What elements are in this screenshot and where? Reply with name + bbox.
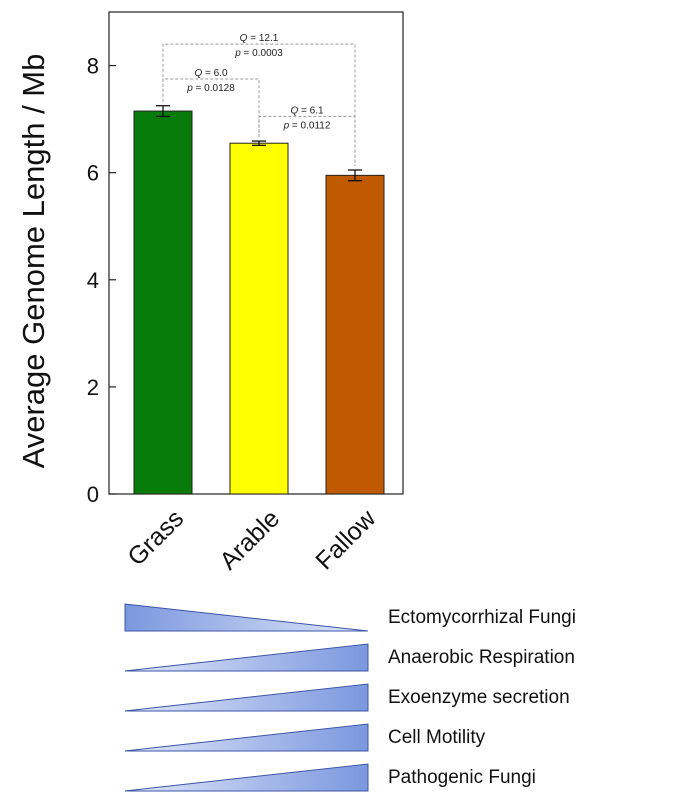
trend-row: Pathogenic Fungi	[0, 763, 677, 797]
p-value-label: p = 0.0112	[283, 120, 331, 131]
x-tick-label-grass: Grass	[122, 504, 189, 571]
y-tick-label: 4	[87, 268, 99, 293]
significance-bracket	[162, 78, 260, 138]
x-tick-label-fallow: Fallow	[310, 504, 382, 576]
bar-grass	[133, 110, 193, 495]
bar-chart: 0 2 4 6 8 Average Genome Length / Mb Grass Arab…	[16, 11, 404, 576]
trend-row: Cell Motility	[0, 723, 677, 757]
trend-wedge-increasing	[124, 723, 369, 752]
bar-arable	[229, 142, 289, 495]
p-value-label: p = 0.0128	[186, 83, 235, 94]
q-statistic-label: Q = 6.0	[194, 68, 228, 79]
trend-label: Pathogenic Fungi	[388, 767, 536, 788]
x-tick-label-arable: Arable	[214, 504, 285, 575]
y-tick-label: 2	[87, 375, 99, 400]
significance-bracket	[162, 43, 356, 166]
trend-wedge-increasing	[124, 763, 369, 792]
trend-row: Anaerobic Respiration	[0, 643, 677, 677]
trend-row: Exoenzyme secretion	[0, 683, 677, 717]
trend-label: Cell Motility	[388, 727, 486, 748]
trend-wedge-increasing	[124, 683, 369, 712]
p-value-label: p = 0.0003	[234, 48, 283, 59]
trend-wedge-decreasing	[124, 603, 369, 632]
q-statistic-label: Q = 12.1	[240, 33, 279, 44]
y-tick-label: 6	[87, 161, 99, 186]
trend-row: Ectomycorrhizal Fungi	[0, 603, 677, 637]
trend-wedge-increasing	[124, 643, 369, 672]
y-tick-label: 0	[87, 482, 99, 507]
trend-label: Anaerobic Respiration	[388, 647, 575, 668]
bar-fallow	[325, 174, 385, 495]
significance-bracket	[258, 115, 356, 166]
y-tick-label: 8	[87, 54, 99, 79]
trend-label: Ectomycorrhizal Fungi	[388, 607, 576, 628]
y-axis-label: Average Genome Length / Mb	[16, 54, 51, 469]
trend-label: Exoenzyme secretion	[388, 687, 570, 708]
q-statistic-label: Q = 6.1	[290, 105, 324, 116]
